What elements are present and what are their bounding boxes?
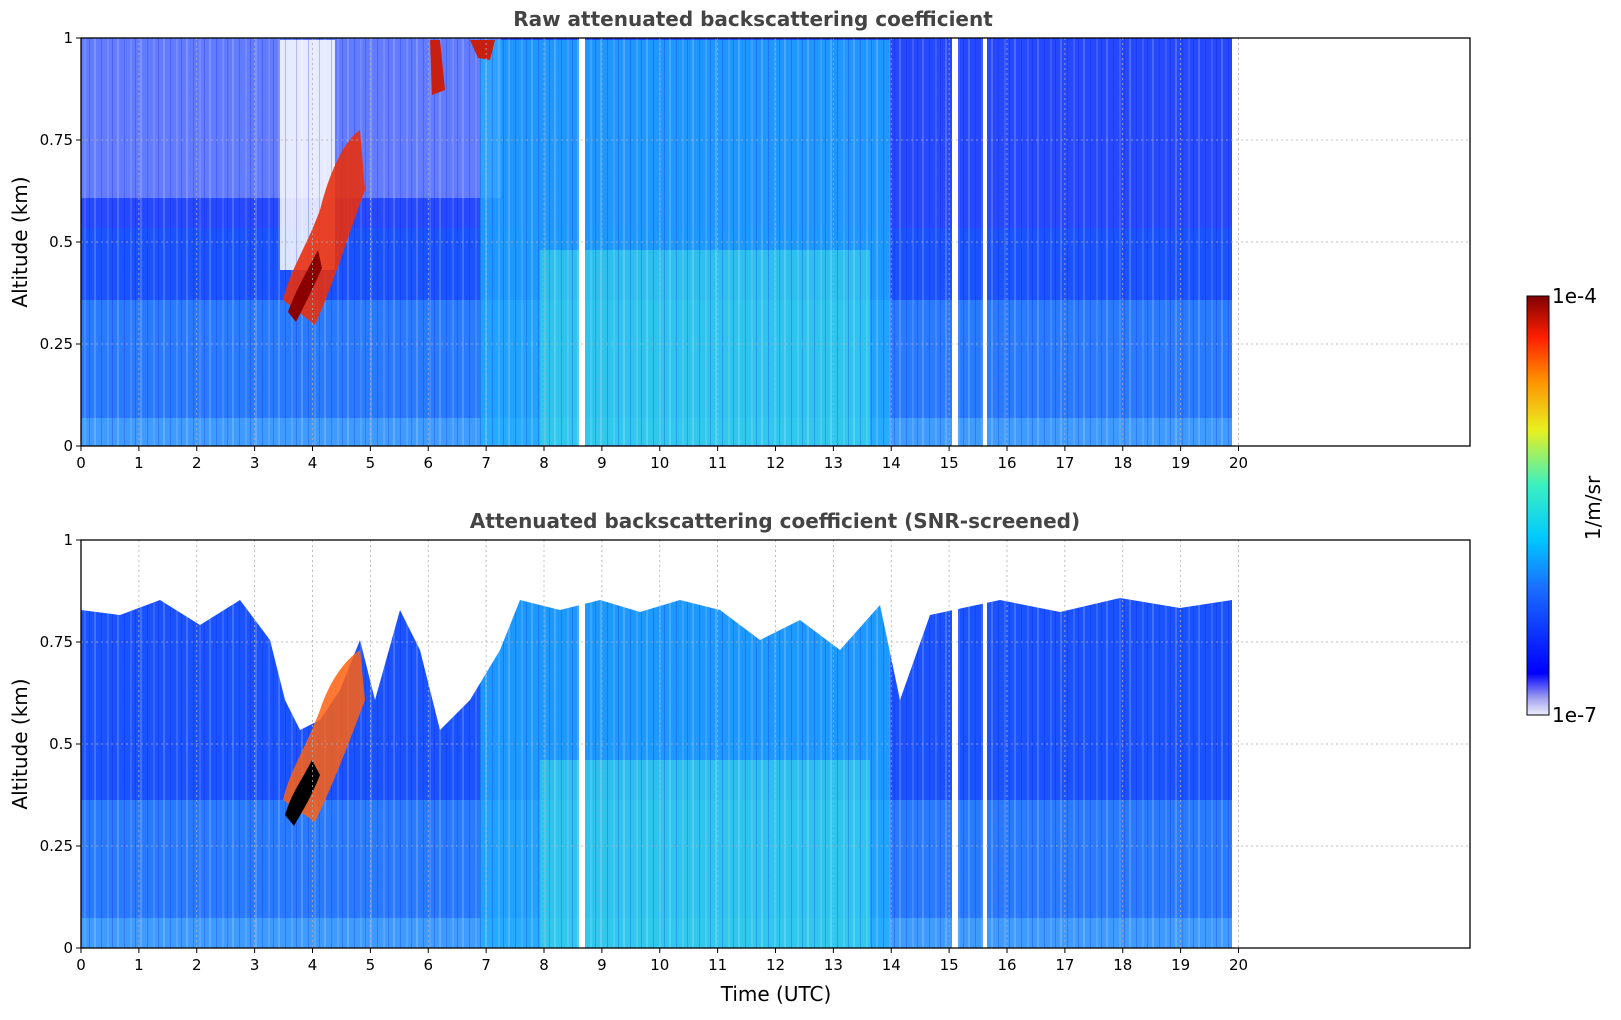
- data-gap-3: [983, 38, 987, 446]
- data-gap-3: [983, 540, 987, 948]
- x-tick-label: 15: [940, 956, 959, 974]
- y-tick-label: 1: [63, 531, 73, 549]
- x-tick-label: 10: [650, 454, 669, 472]
- x-tick-label: 18: [1113, 956, 1132, 974]
- x-tick-label: 14: [882, 956, 901, 974]
- y-tick-label: 0.25: [40, 335, 73, 353]
- x-tick-label: 17: [1055, 956, 1074, 974]
- x-tick-label: 16: [997, 956, 1016, 974]
- x-tick-label: 10: [650, 956, 669, 974]
- y-tick-label: 0.75: [40, 131, 73, 149]
- panel-screened: Attenuated backscattering coefficient (S…: [8, 509, 1471, 1006]
- x-tick-label: 20: [1229, 454, 1248, 472]
- cloud-3-5-core: [288, 250, 322, 322]
- y-tick-label: 0: [63, 437, 73, 455]
- x-tick-label: 3: [250, 956, 260, 974]
- data-gap-2: [952, 540, 958, 948]
- x-tick-label: 9: [597, 454, 607, 472]
- x-tick-label: 7: [481, 956, 491, 974]
- panel-screened-ylabel: Altitude (km): [8, 678, 32, 809]
- colorbar-unit-label: 1/m/sr: [1581, 475, 1605, 540]
- panel-raw-title: Raw attenuated backscattering coefficien…: [513, 7, 993, 31]
- panel-screened-xticks: 0 1 2 3 4 5 6 7 8 9 10 11 12 13 14 15 16 17 18 19 20: [76, 948, 1248, 974]
- x-tick-label: 2: [192, 454, 202, 472]
- x-tick-label: 6: [423, 956, 433, 974]
- x-tick-label: 17: [1055, 454, 1074, 472]
- panel-screened-yticks: 0 0.25 0.5 0.75 1: [40, 531, 81, 957]
- y-tick-label: 0.75: [40, 633, 73, 651]
- x-tick-label: 7: [481, 454, 491, 472]
- screened-out-top: [81, 540, 1232, 730]
- colorbar-gradient: [1526, 295, 1550, 716]
- x-tick-label: 4: [308, 454, 318, 472]
- x-tick-label: 20: [1229, 956, 1248, 974]
- x-tick-label: 4: [308, 956, 318, 974]
- y-tick-label: 0.5: [49, 735, 73, 753]
- panel-screened-heatmap: [81, 540, 1232, 948]
- data-gap-2: [952, 38, 958, 446]
- x-tick-label: 12: [766, 956, 785, 974]
- colorbar-max-label: 1e-4: [1552, 284, 1597, 308]
- cloud-3-5-core: [285, 760, 320, 826]
- x-tick-label: 9: [597, 956, 607, 974]
- x-tick-label: 2: [192, 956, 202, 974]
- x-tick-label: 0: [76, 454, 86, 472]
- x-tick-label: 5: [366, 956, 376, 974]
- panel-screened-xlabel: Time (UTC): [720, 982, 832, 1006]
- panel-raw: Raw attenuated backscattering coefficien…: [8, 7, 1471, 472]
- y-tick-label: 1: [63, 29, 73, 47]
- x-tick-label: 16: [997, 454, 1016, 472]
- x-tick-label: 13: [824, 956, 843, 974]
- cloud-6-7: [430, 40, 495, 95]
- x-tick-label: 0: [76, 956, 86, 974]
- panel-raw-yticks: 0 0.25 0.5 0.75 1: [40, 29, 81, 455]
- x-tick-label: 11: [708, 454, 727, 472]
- y-tick-label: 0.5: [49, 233, 73, 251]
- y-tick-label: 0.25: [40, 837, 73, 855]
- x-tick-label: 15: [940, 454, 959, 472]
- x-tick-label: 3: [250, 454, 260, 472]
- x-tick-label: 14: [882, 454, 901, 472]
- colorbar: 1e-4 1e-7 1/m/sr: [1526, 284, 1605, 727]
- x-tick-label: 19: [1171, 454, 1190, 472]
- x-tick-label: 11: [708, 956, 727, 974]
- x-tick-label: 13: [824, 454, 843, 472]
- cloud-3-5: [283, 130, 365, 325]
- panel-raw-xticks: 0 1 2 3 4 5 6 7 8 9 10 11 12 13 14 15 16 17 18 19 20: [76, 446, 1248, 472]
- panel-screened-title: Attenuated backscattering coefficient (S…: [470, 509, 1080, 533]
- colorbar-min-label: 1e-7: [1552, 703, 1597, 727]
- x-tick-label: 8: [539, 956, 549, 974]
- x-tick-label: 12: [766, 454, 785, 472]
- y-tick-label: 0: [63, 939, 73, 957]
- panel-raw-ylabel: Altitude (km): [8, 176, 32, 307]
- x-tick-label: 5: [366, 454, 376, 472]
- x-tick-label: 1: [134, 956, 144, 974]
- x-tick-label: 8: [539, 454, 549, 472]
- x-tick-label: 18: [1113, 454, 1132, 472]
- x-tick-label: 6: [423, 454, 433, 472]
- x-tick-label: 19: [1171, 956, 1190, 974]
- x-tick-label: 1: [134, 454, 144, 472]
